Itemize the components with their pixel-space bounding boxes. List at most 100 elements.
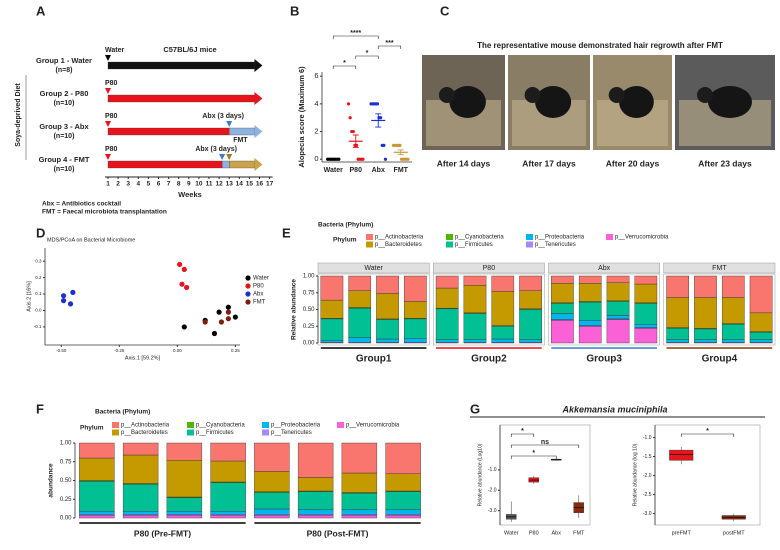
- week-tick-label: 10: [195, 181, 203, 188]
- chart-title: Bacteria (Phylum): [95, 409, 150, 416]
- timeline-marker: [105, 88, 111, 94]
- bar-segment: [404, 275, 427, 302]
- timeline-arrowhead: [254, 92, 263, 105]
- bar-segment: [166, 511, 203, 515]
- significance-bracket: [332, 65, 357, 69]
- data-point: [382, 143, 386, 147]
- week-tick-label: 1: [106, 181, 110, 188]
- marker-label: Abx (3 days): [195, 146, 237, 153]
- timeline-marker: [105, 121, 111, 127]
- y-tick-label: 1.00: [60, 441, 72, 447]
- bar-segment: [463, 275, 487, 286]
- data-point: [225, 309, 231, 315]
- y-tick-label: 0.75: [303, 290, 315, 296]
- bar-segment: [721, 339, 745, 343]
- x-tick-label: 0.25: [231, 348, 240, 353]
- significance-label: ****: [350, 30, 361, 37]
- bar-segment: [694, 328, 717, 340]
- week-tick-label: 4: [136, 181, 140, 188]
- data-point: [60, 293, 67, 299]
- legend-label: p__Firmicutes: [455, 242, 493, 248]
- legend-label: p__Tenericutes: [271, 430, 312, 436]
- legend-marker: [245, 275, 251, 281]
- y-tick-label: 0.25: [60, 497, 72, 503]
- bar-segment: [666, 275, 689, 298]
- legend-label: p__Tenericutes: [535, 242, 576, 248]
- mouse-head: [438, 87, 455, 103]
- mouse: [535, 86, 572, 118]
- bar-segment: [79, 511, 115, 515]
- timeline-marker: [219, 154, 226, 160]
- bar-segment: [254, 514, 290, 516]
- y-tick-label: 0: [314, 154, 318, 163]
- x-tick-label: Abx: [372, 167, 385, 174]
- y-tick-label: 0.3: [35, 258, 42, 263]
- y-tick-label: -0.1: [34, 324, 42, 329]
- bar-segment: [385, 473, 421, 492]
- mouse: [708, 86, 752, 118]
- bar-segment: [491, 291, 515, 326]
- group-name: Group 1 - Water: [36, 56, 92, 65]
- panel-label: D: [36, 225, 45, 240]
- bar-segment: [694, 275, 717, 298]
- legend-label: p__Cyanobacteria: [455, 235, 504, 241]
- marker-label: P80: [105, 146, 118, 153]
- legend-label: p__Proteobacteria: [271, 423, 321, 429]
- footnote: FMT = Faecal microbiota transplantation: [42, 209, 167, 216]
- timeline-segment: [107, 127, 230, 136]
- bar-segment: [210, 514, 246, 516]
- bar-segment: [376, 338, 399, 343]
- bar-segment: [634, 324, 658, 328]
- y-tick-label: 0.1: [35, 291, 42, 296]
- bar-segment: [297, 514, 334, 516]
- bar-segment: [297, 509, 334, 515]
- data-point: [398, 143, 402, 147]
- bar-segment: [435, 339, 459, 343]
- photo-title: The representative mouse demonstrated ha…: [477, 41, 723, 50]
- bar-segment: [210, 515, 246, 519]
- bar-segment: [122, 484, 159, 512]
- bar-segment: [341, 509, 378, 515]
- bar-segment: [166, 442, 203, 461]
- bar-segment: [210, 442, 246, 462]
- week-tick-label: 15: [246, 181, 254, 188]
- group-label: P80 (Pre-FMT): [134, 528, 191, 538]
- mouse-head: [608, 87, 625, 103]
- group-label: Group2: [471, 354, 507, 365]
- mouse-head: [524, 87, 541, 103]
- bar-segment: [341, 472, 378, 493]
- bar-segment: [122, 442, 159, 456]
- significance-bracket: [377, 45, 402, 49]
- bar-segment: [254, 471, 290, 492]
- facet-panel: [663, 273, 776, 346]
- group-n: (n=8): [56, 67, 73, 74]
- x-tick-label: FMT: [573, 530, 585, 536]
- legend-swatch: [526, 241, 533, 248]
- facet-strip: [663, 262, 776, 274]
- timeline-segment: [107, 61, 255, 70]
- bar-segment: [297, 442, 334, 478]
- legend-swatch: [187, 429, 194, 436]
- week-tick-label: 17: [266, 181, 274, 188]
- y-tick-label: -2.5: [643, 492, 652, 498]
- significance-bracket: [510, 433, 535, 437]
- data-point: [375, 102, 380, 106]
- timeline-marker: [226, 154, 233, 160]
- group-n: (n=10): [54, 166, 75, 173]
- significance-label: *: [343, 60, 346, 67]
- panel-label: A: [36, 3, 46, 18]
- legend-title: Phylum: [80, 425, 104, 432]
- bar-segment: [376, 319, 399, 340]
- bar-segment: [519, 290, 542, 310]
- bar-segment: [491, 275, 515, 292]
- data-point: [218, 319, 225, 325]
- mouse-head: [697, 87, 713, 103]
- data-point: [177, 261, 183, 268]
- bar-segment: [254, 492, 290, 510]
- bar-segment: [254, 442, 290, 472]
- x-tick-label: preFMT: [672, 530, 692, 536]
- bar-segment: [578, 275, 602, 284]
- bar-segment: [348, 275, 372, 291]
- error-bar: [375, 113, 382, 128]
